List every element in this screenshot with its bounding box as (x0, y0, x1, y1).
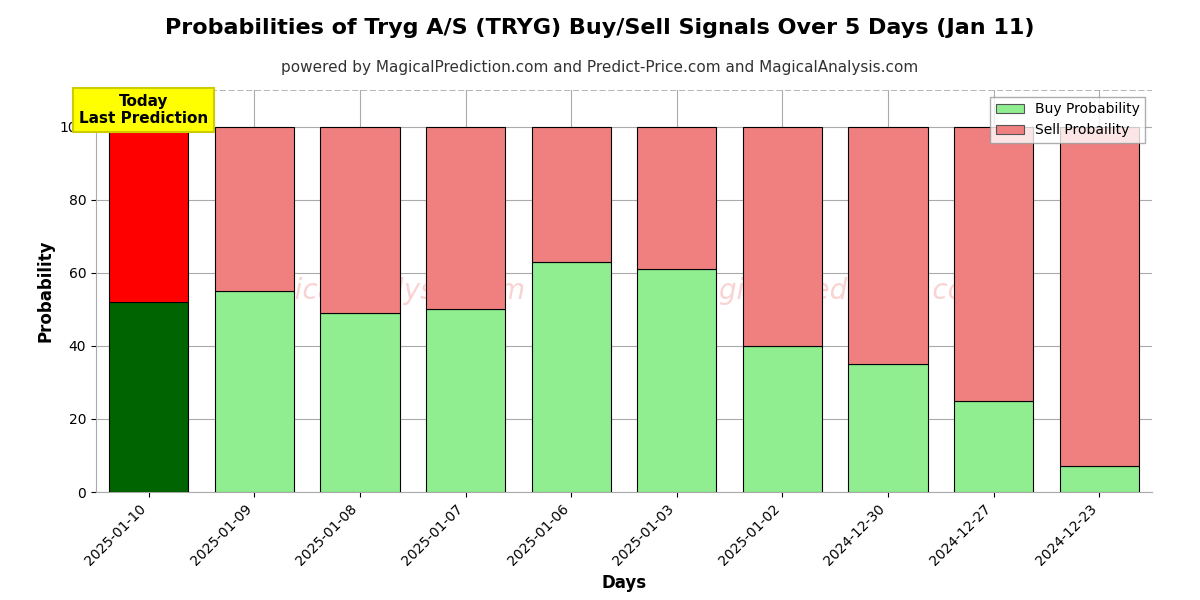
Text: powered by MagicalPrediction.com and Predict-Price.com and MagicalAnalysis.com: powered by MagicalPrediction.com and Pre… (281, 60, 919, 75)
Y-axis label: Probability: Probability (36, 240, 54, 342)
X-axis label: Days: Days (601, 574, 647, 592)
Bar (637, 127, 716, 269)
Bar (320, 127, 400, 313)
Bar (848, 364, 928, 492)
Bar (109, 302, 188, 492)
Bar (109, 127, 188, 302)
Bar (426, 127, 505, 309)
Bar (215, 127, 294, 291)
Bar (532, 262, 611, 492)
Bar (743, 127, 822, 346)
Bar (426, 309, 505, 492)
Text: Probabilities of Tryg A/S (TRYG) Buy/Sell Signals Over 5 Days (Jan 11): Probabilities of Tryg A/S (TRYG) Buy/Sel… (166, 18, 1034, 38)
Bar (215, 291, 294, 492)
Legend: Buy Probability, Sell Probaility: Buy Probability, Sell Probaility (990, 97, 1145, 143)
Bar (320, 313, 400, 492)
Bar (532, 127, 611, 262)
Bar (637, 269, 716, 492)
Text: MagicalPrediction.com: MagicalPrediction.com (678, 277, 992, 305)
Bar (743, 346, 822, 492)
Bar (1060, 127, 1139, 466)
Bar (848, 127, 928, 364)
Bar (954, 401, 1033, 492)
Bar (1060, 466, 1139, 492)
Text: MagicalAnalysis.com: MagicalAnalysis.com (236, 277, 526, 305)
Text: Today
Last Prediction: Today Last Prediction (79, 94, 208, 126)
Bar (954, 127, 1033, 401)
